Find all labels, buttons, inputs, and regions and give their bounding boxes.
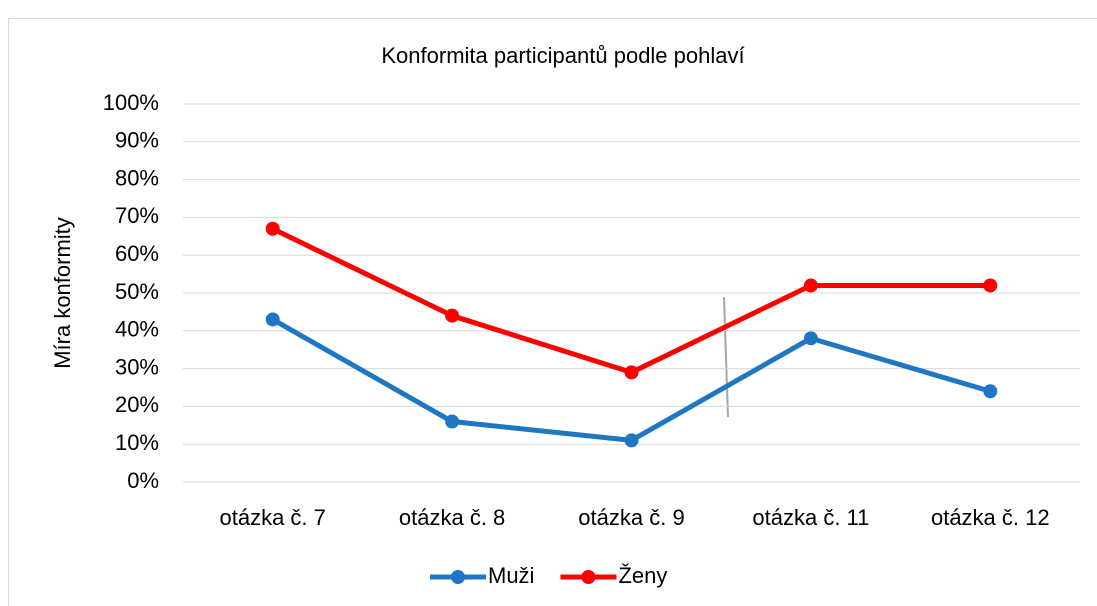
data-point xyxy=(983,278,998,293)
x-tick-label: otázka č. 12 xyxy=(931,505,1050,530)
chart-frame xyxy=(8,18,1097,606)
legend-label: Muži xyxy=(488,563,534,588)
y-tick-label: 60% xyxy=(115,241,159,266)
y-tick-label: 70% xyxy=(115,203,159,228)
y-tick-label: 20% xyxy=(115,392,159,417)
x-tick-label: otázka č. 8 xyxy=(399,505,505,530)
data-point xyxy=(265,221,280,236)
y-axis-label: Míra konformity xyxy=(50,217,75,369)
data-point xyxy=(265,312,280,327)
data-point xyxy=(624,433,639,448)
data-point xyxy=(803,278,818,293)
annotation-slash xyxy=(723,296,729,418)
legend-marker xyxy=(451,570,465,584)
y-tick-label: 30% xyxy=(115,354,159,379)
x-tick-label: otázka č. 11 xyxy=(752,505,869,530)
legend-marker xyxy=(581,570,596,584)
data-point xyxy=(624,365,639,380)
data-point xyxy=(445,414,460,429)
y-tick-label: 10% xyxy=(115,430,159,455)
y-tick-label: 50% xyxy=(115,279,159,304)
data-point xyxy=(983,384,998,399)
legend-label: Ženy xyxy=(618,563,667,588)
chart-title: Konformita participantů podle pohlaví xyxy=(381,43,744,68)
data-point xyxy=(445,308,460,323)
x-tick-label: otázka č. 7 xyxy=(220,505,326,530)
y-tick-label: 90% xyxy=(115,128,159,153)
y-tick-label: 100% xyxy=(103,90,159,115)
y-tick-label: 80% xyxy=(115,165,159,190)
y-tick-label: 0% xyxy=(127,468,159,493)
x-tick-label: otázka č. 9 xyxy=(578,505,684,530)
data-point xyxy=(803,331,818,346)
y-tick-label: 40% xyxy=(115,317,159,342)
